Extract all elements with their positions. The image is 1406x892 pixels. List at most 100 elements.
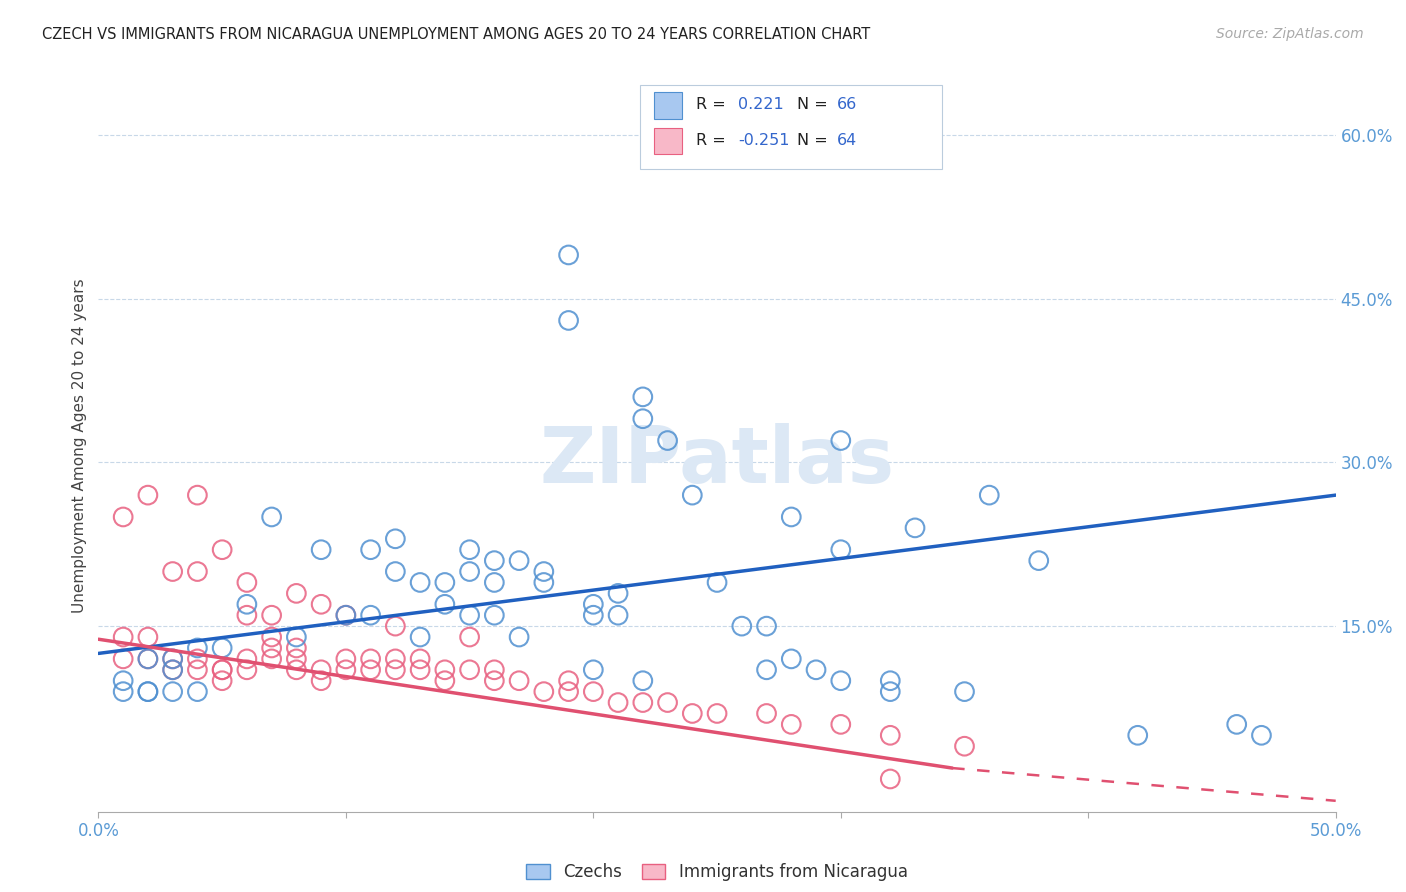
Point (607, 608, 630, 623)
Point (309, 542, 332, 557)
Point (236, 608, 259, 623)
Point (508, 630, 530, 644)
Point (360, 652, 382, 666)
Point (830, 542, 852, 557)
Point (484, 554, 506, 568)
Text: N =: N = (797, 133, 834, 147)
Point (162, 684, 184, 698)
Point (335, 608, 357, 623)
Point (706, 575, 728, 590)
Point (533, 565, 555, 579)
Point (657, 434, 679, 448)
Point (136, 630, 159, 644)
Point (162, 663, 184, 677)
Point (112, 684, 135, 698)
Point (384, 565, 406, 579)
Point (236, 575, 259, 590)
Point (582, 608, 605, 623)
Point (236, 652, 259, 666)
Point (186, 684, 208, 698)
Point (484, 663, 506, 677)
Text: R =: R = (696, 97, 731, 112)
Point (136, 488, 159, 502)
Point (879, 673, 901, 688)
Point (309, 673, 332, 688)
Point (409, 575, 432, 590)
Point (508, 673, 530, 688)
Point (211, 663, 233, 677)
Point (582, 597, 605, 611)
Point (384, 532, 406, 546)
Point (879, 684, 901, 698)
Point (186, 663, 208, 677)
Point (211, 542, 233, 557)
Point (508, 554, 530, 568)
Point (285, 652, 308, 666)
Point (360, 542, 382, 557)
Point (186, 488, 208, 502)
Point (1226, 717, 1249, 731)
Point (360, 608, 382, 623)
Point (136, 652, 159, 666)
Point (260, 608, 283, 623)
Point (162, 652, 184, 666)
Point (285, 630, 308, 644)
Point (879, 772, 901, 786)
Point (1250, 728, 1272, 742)
Point (780, 510, 803, 524)
Point (186, 565, 208, 579)
Point (384, 652, 406, 666)
Point (631, 411, 654, 425)
Point (582, 663, 605, 677)
Point (309, 597, 332, 611)
Point (112, 673, 135, 688)
Text: ZIPatlas: ZIPatlas (540, 423, 894, 499)
Point (335, 608, 357, 623)
Point (136, 684, 159, 698)
Point (162, 652, 184, 666)
Point (162, 663, 184, 677)
Point (706, 106, 728, 120)
Point (186, 640, 208, 655)
Point (557, 313, 579, 327)
Point (260, 630, 283, 644)
Point (804, 663, 827, 677)
Point (335, 663, 357, 677)
Point (731, 619, 754, 633)
Point (484, 575, 506, 590)
Point (755, 619, 778, 633)
Point (484, 673, 506, 688)
Point (285, 586, 308, 600)
Point (236, 663, 259, 677)
Text: -0.251: -0.251 (738, 133, 790, 147)
Point (458, 608, 481, 623)
Point (112, 510, 135, 524)
Point (1028, 554, 1050, 568)
Point (112, 630, 135, 644)
Point (830, 434, 852, 448)
Point (706, 706, 728, 721)
Y-axis label: Unemployment Among Ages 20 to 24 years: Unemployment Among Ages 20 to 24 years (72, 278, 87, 614)
Point (458, 565, 481, 579)
Point (953, 684, 976, 698)
Point (904, 521, 927, 535)
Point (657, 696, 679, 710)
Point (607, 586, 630, 600)
Text: 0.221: 0.221 (738, 97, 785, 112)
Point (409, 630, 432, 644)
Point (285, 640, 308, 655)
Point (681, 706, 703, 721)
Point (458, 663, 481, 677)
Text: 64: 64 (837, 133, 856, 147)
Point (631, 696, 654, 710)
Point (830, 717, 852, 731)
Point (136, 684, 159, 698)
Point (236, 597, 259, 611)
Text: 66: 66 (837, 97, 856, 112)
Point (162, 565, 184, 579)
Text: R =: R = (696, 133, 731, 147)
Point (533, 575, 555, 590)
Point (409, 652, 432, 666)
Point (1126, 728, 1149, 742)
Point (409, 663, 432, 677)
